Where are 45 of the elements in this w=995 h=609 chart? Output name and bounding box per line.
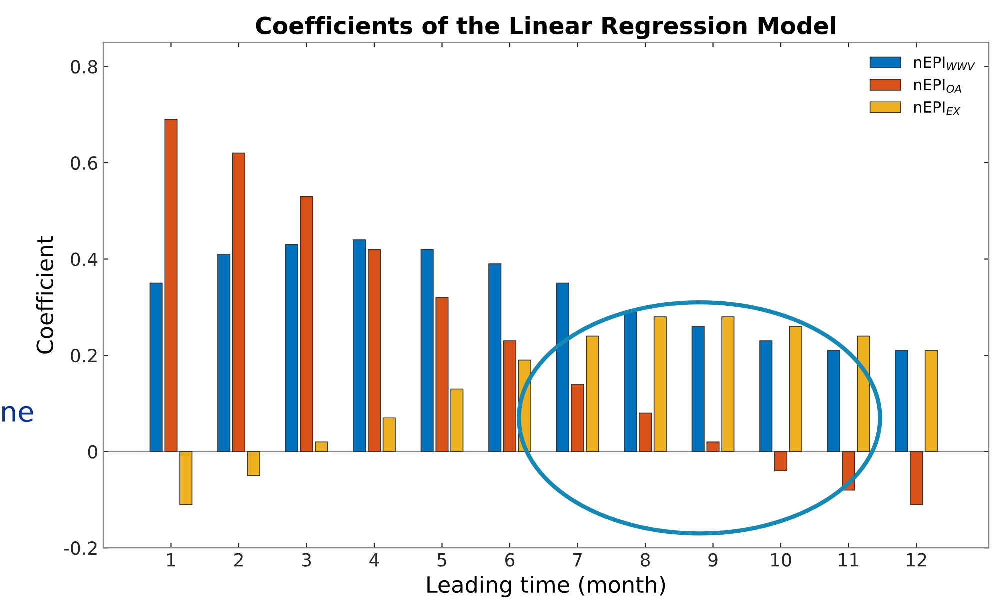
legend-label: nEPI$_{OA}$ xyxy=(914,79,962,94)
bar xyxy=(218,254,231,452)
bar xyxy=(503,340,517,452)
bar xyxy=(353,240,366,452)
text: ne xyxy=(2,406,34,422)
bar xyxy=(382,418,396,452)
x-tick-label: 7 xyxy=(574,554,582,567)
x-axis-title: Leading time (month) xyxy=(428,576,666,598)
y-tick-label: 0.4 xyxy=(71,252,98,266)
y-tick-label: -0.2 xyxy=(64,542,97,556)
bar xyxy=(692,326,705,452)
x-tick-label: 3 xyxy=(302,553,312,567)
x-tick-label: 2 xyxy=(234,553,243,567)
x-tick-label: 1 xyxy=(167,554,176,567)
y-tick-label: 0.6 xyxy=(71,156,98,170)
bar xyxy=(368,249,382,452)
x-tick-label: 9 xyxy=(708,553,718,567)
x-tick-label: 4 xyxy=(370,554,380,567)
bar xyxy=(924,350,938,452)
y-axis-title: Coefficient xyxy=(36,236,54,354)
y-tick-label: 0 xyxy=(88,445,98,459)
chart-title: Coefficients of the Linear Regression Model xyxy=(256,16,836,40)
bar xyxy=(789,326,802,452)
bar xyxy=(638,412,652,452)
x-tick-label: 8 xyxy=(640,553,650,567)
bar xyxy=(488,264,502,452)
bar xyxy=(760,340,773,452)
bar xyxy=(895,350,908,452)
y-tick-label: 0.8 xyxy=(71,60,98,74)
x-tick-label: 11 xyxy=(839,554,859,567)
legend-label: nEPI$_{WWV}$ xyxy=(914,56,976,70)
bar xyxy=(774,451,788,472)
x-tick-label: 5 xyxy=(438,554,446,567)
x-tick-label: 10 xyxy=(772,553,792,567)
legend-label: nEPI$_{EX}$ xyxy=(914,102,961,116)
bar xyxy=(910,451,924,506)
bar xyxy=(654,316,667,452)
y-tick-label: 0.2 xyxy=(71,349,97,363)
bar xyxy=(232,152,246,452)
x-tick-label: 6 xyxy=(506,553,515,567)
bar xyxy=(247,451,260,476)
x-tick-label: 12 xyxy=(907,553,926,567)
bar xyxy=(180,451,193,506)
bar xyxy=(624,312,638,452)
bar xyxy=(827,350,840,452)
